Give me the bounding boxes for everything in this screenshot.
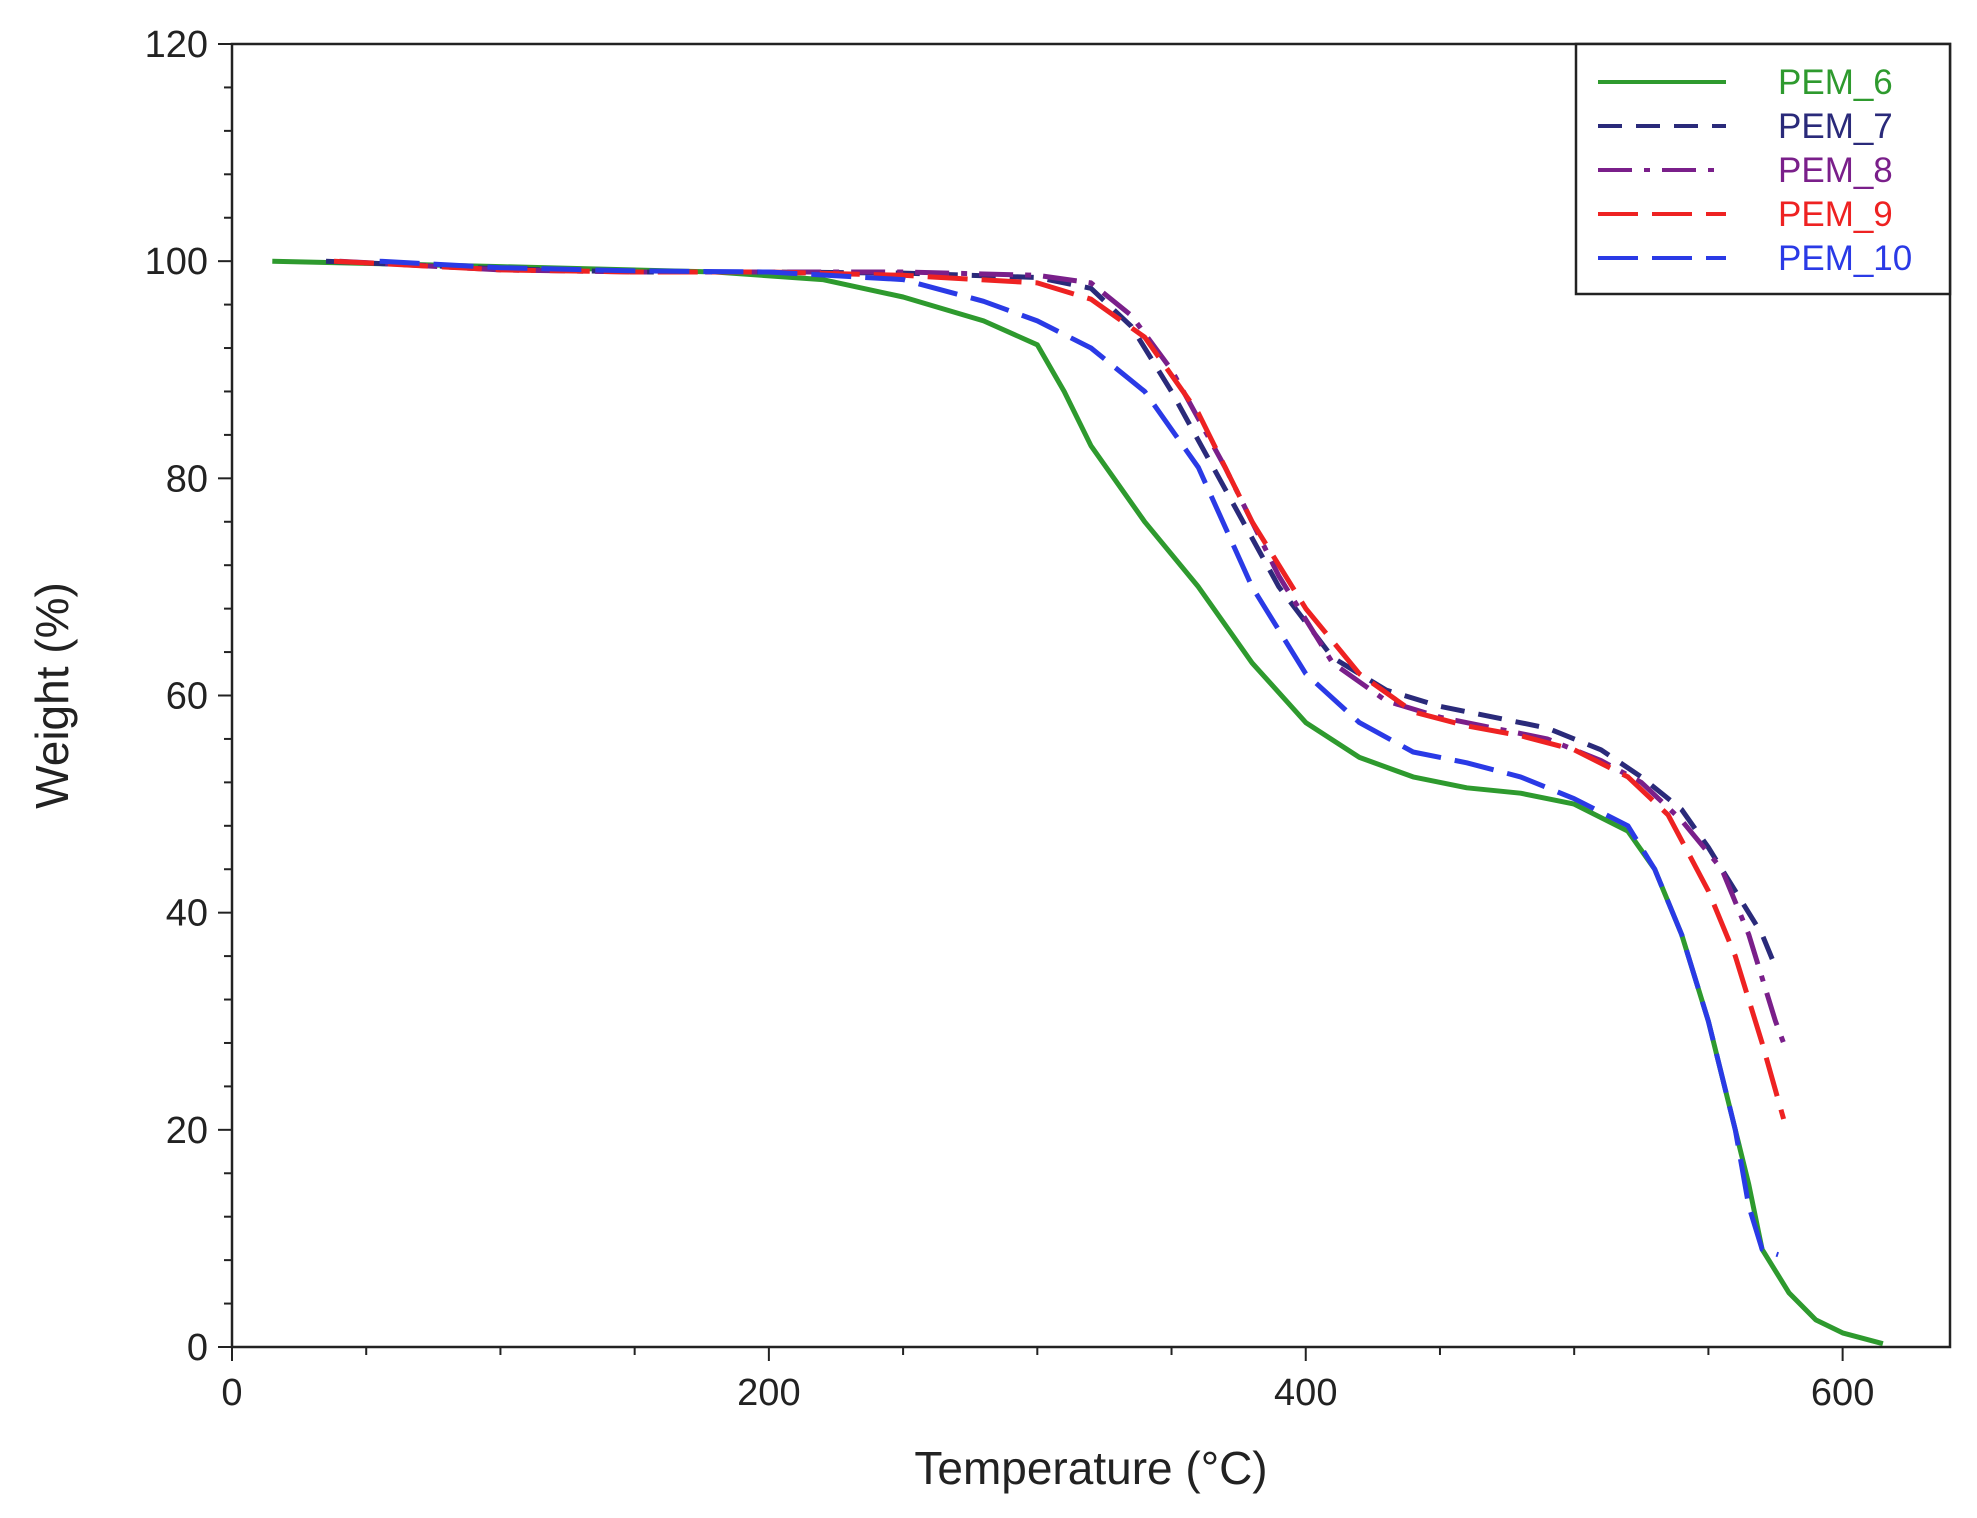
y-tick-label: 20 [166, 1110, 208, 1152]
y-axis-title: Weight (%) [26, 582, 78, 809]
y-tick-label: 0 [187, 1327, 208, 1369]
series-line-pem-6 [272, 258, 1884, 1347]
x-tick-label: 0 [221, 1372, 242, 1414]
legend-label: PEM_8 [1778, 151, 1893, 190]
legend-label: PEM_10 [1778, 239, 1912, 278]
series-line-pem-9 [333, 258, 1787, 1120]
legend-label: PEM_7 [1778, 107, 1893, 146]
y-tick-label: 40 [166, 893, 208, 935]
x-tick-label: 600 [1811, 1372, 1874, 1414]
y-tick-label: 100 [145, 241, 208, 283]
y-tick-label: 80 [166, 458, 208, 500]
series-line-pem-8 [339, 258, 1786, 1044]
y-tick-label: 120 [145, 24, 208, 66]
x-tick-label: 200 [737, 1372, 800, 1414]
x-tick-label: 400 [1274, 1372, 1337, 1414]
x-axis-title: Temperature (°C) [914, 1442, 1267, 1494]
y-tick-label: 60 [166, 676, 208, 718]
legend-label: PEM_9 [1778, 195, 1893, 234]
series-line-pem-10 [379, 258, 1779, 1258]
legend-label: PEM_6 [1778, 63, 1893, 102]
legend-box [1574, 42, 1952, 296]
